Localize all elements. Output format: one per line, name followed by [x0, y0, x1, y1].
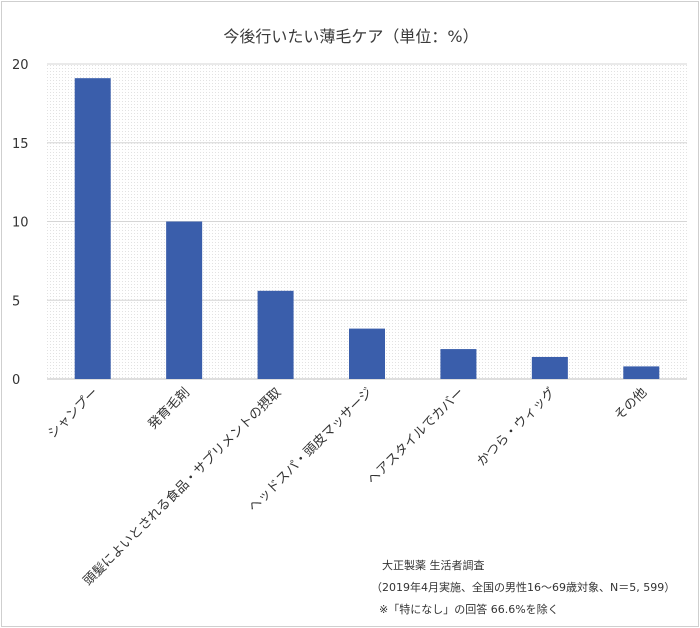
- y-tick-label: 5: [12, 294, 20, 309]
- bar: [166, 221, 203, 379]
- y-tick-label: 20: [12, 58, 29, 73]
- bars: [74, 78, 660, 380]
- x-tick-label: 発育毛剤: [145, 385, 193, 433]
- survey-note: （2019年4月実施、全国の男性16～69歳対象、N＝5, 599）: [371, 581, 676, 594]
- bar: [531, 356, 568, 379]
- source-note: 大正製薬 生活者調査: [382, 559, 485, 572]
- x-tick-label: かつら・ウィッグ: [475, 385, 559, 469]
- x-tick-label: ヘアスタイルでカバー: [365, 385, 468, 488]
- bar: [623, 366, 660, 379]
- x-tick-label: その他: [612, 385, 650, 423]
- chart-title: 今後行いたい薄毛ケア（単位：%）: [223, 27, 478, 46]
- y-tick-label: 0: [12, 373, 20, 388]
- x-tick-label: シャンプー: [45, 385, 101, 441]
- x-axis-ticks: シャンプー 発育毛剤頭髪によいとされる食品・サプリメントの摂取ヘッドスパ・頭皮マッ…: [45, 385, 650, 589]
- gridlines: [47, 63, 687, 380]
- bar: [440, 349, 477, 379]
- exclusion-note: ※「特になし」の回答 66.6%を除く: [379, 603, 559, 616]
- bar: [349, 328, 385, 379]
- y-axis-ticks: 0 5 10 15 20: [12, 58, 29, 388]
- bar: [74, 78, 111, 380]
- y-tick-label: 15: [12, 137, 29, 152]
- y-tick-label: 10: [12, 216, 29, 231]
- x-tick-label: 頭髪によいとされる食品・サプリメントの摂取: [80, 385, 284, 589]
- bar: [257, 290, 294, 379]
